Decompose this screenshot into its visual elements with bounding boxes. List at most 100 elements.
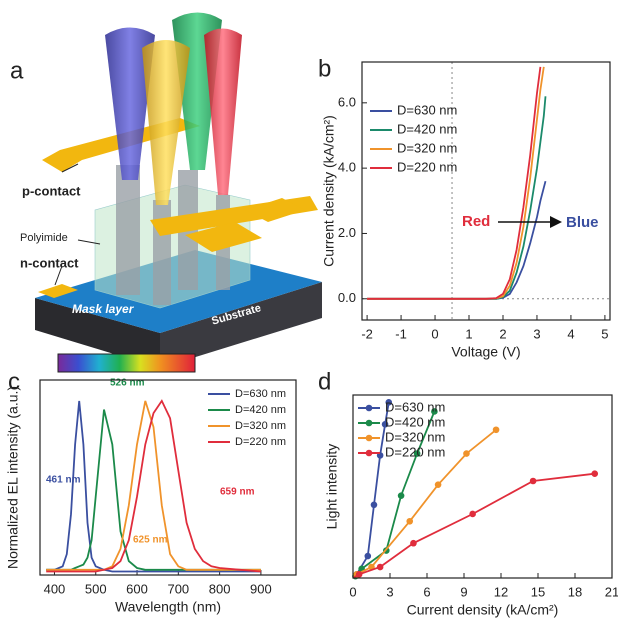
series-line: [46, 400, 261, 571]
data-point: [434, 481, 442, 488]
y-tick-label: 4.0: [338, 160, 356, 175]
data-point: [492, 426, 500, 434]
legend-label: D=420 nm: [235, 404, 286, 416]
x-axis-label: Voltage (V): [451, 344, 520, 360]
x-tick-label: 6: [423, 584, 430, 599]
x-tick-label: 9: [460, 584, 467, 599]
annotation-arrowhead: [550, 216, 562, 228]
diagram-label: Mask layer: [72, 302, 135, 316]
x-tick-label: 4: [567, 326, 574, 341]
substrate-left: [35, 298, 160, 368]
y-tick-label: 0.0: [338, 290, 356, 305]
legend-label: D=630 nm: [235, 388, 286, 400]
x-tick-label: 500: [85, 581, 107, 596]
annotation: Red: [462, 213, 490, 230]
x-tick-label: 800: [209, 581, 231, 596]
annotation: Blue: [566, 214, 599, 231]
data-point: [463, 450, 470, 457]
peak-label: 526 nm: [110, 378, 145, 389]
diagram-label: p-contact: [22, 183, 81, 198]
series-line: [353, 472, 595, 578]
legend-marker: [365, 449, 373, 457]
leader: [61, 163, 79, 173]
panel-label: d: [318, 368, 331, 395]
y-tick-label: 6.0: [338, 94, 356, 109]
data-point: [431, 408, 438, 415]
data-point: [406, 517, 414, 525]
contact-pad: [185, 222, 262, 252]
legend-label: D=320 nm: [235, 420, 286, 432]
legend-label: D=320 nm: [385, 429, 445, 444]
x-axis-label: Wavelength (nm): [115, 599, 221, 615]
data-point: [397, 492, 405, 499]
data-point: [410, 539, 417, 547]
legend-label: D=320 nm: [397, 140, 457, 155]
legend-label: D=220 nm: [385, 444, 445, 459]
data-point: [469, 510, 476, 518]
series-line: [46, 400, 261, 573]
pillar: [153, 200, 171, 305]
light-cone: [204, 28, 242, 195]
legend-marker: [365, 404, 373, 412]
contact-pad: [245, 198, 305, 222]
peak-label: 659 nm: [220, 487, 255, 498]
legend-marker: [365, 419, 373, 427]
x-tick-label: 900: [250, 581, 272, 596]
x-axis-label: Current density (kA/cm²): [407, 602, 559, 618]
y-axis-label: Normalized EL intensity (a.u.): [5, 386, 21, 569]
x-tick-label: 400: [44, 581, 66, 596]
peak-label: 625 nm: [133, 535, 168, 546]
diagram-label: Polyimide: [20, 232, 68, 244]
x-tick-label: 3: [386, 584, 393, 599]
plot-frame: [361, 61, 611, 321]
x-tick-label: 2: [499, 326, 506, 341]
x-tick-label: 12: [494, 584, 508, 599]
x-tick-label: 18: [568, 584, 582, 599]
legend-label: D=220 nm: [397, 159, 457, 174]
panel-label: c: [8, 368, 20, 395]
data-point: [591, 470, 599, 477]
x-tick-label: 5: [601, 326, 608, 341]
leader: [77, 239, 101, 245]
y-axis-label: Current density (kA/cm²): [321, 115, 337, 267]
panel-label: a: [10, 57, 24, 84]
light-cone: [105, 27, 155, 180]
diagram-label: n-contact: [20, 255, 79, 270]
data-point: [355, 571, 363, 578]
n-contact-pad: [38, 284, 78, 298]
x-tick-label: 15: [531, 584, 545, 599]
data-point: [376, 563, 384, 571]
data-point: [529, 477, 537, 485]
x-tick-label: 0: [431, 326, 438, 341]
substrate-right: [160, 282, 322, 368]
legend-label: D=220 nm: [235, 436, 286, 448]
peak-label: 461 nm: [46, 475, 81, 486]
light-cone: [142, 40, 190, 205]
series-line: [367, 66, 542, 300]
pillar: [116, 165, 140, 295]
x-tick-label: 600: [126, 581, 148, 596]
legend-marker: [365, 434, 373, 442]
legend-label: D=420 nm: [397, 121, 457, 136]
series-line: [46, 399, 261, 573]
data-point: [381, 420, 389, 428]
panel-label: b: [318, 55, 331, 82]
data-point: [385, 399, 393, 406]
legend-label: D=420 nm: [385, 414, 445, 429]
leader: [54, 265, 63, 286]
x-tick-label: 0: [349, 584, 356, 599]
legend-label: D=630 nm: [397, 102, 457, 117]
legend-label: D=630 nm: [385, 399, 445, 414]
device-diagram: p-contact Polyimide n-contact Mask layer…: [20, 12, 322, 368]
y-axis-label: Light intensity: [324, 444, 340, 530]
y-tick-label: 2.0: [338, 225, 356, 240]
data-point: [413, 450, 421, 457]
spectrum-bar: [57, 353, 196, 373]
plot-frame: [352, 394, 613, 579]
x-tick-label: -2: [361, 326, 373, 341]
x-tick-label: 700: [167, 581, 189, 596]
plot-frame: [39, 379, 297, 576]
x-tick-label: 1: [465, 326, 472, 341]
x-tick-label: -1: [395, 326, 407, 341]
